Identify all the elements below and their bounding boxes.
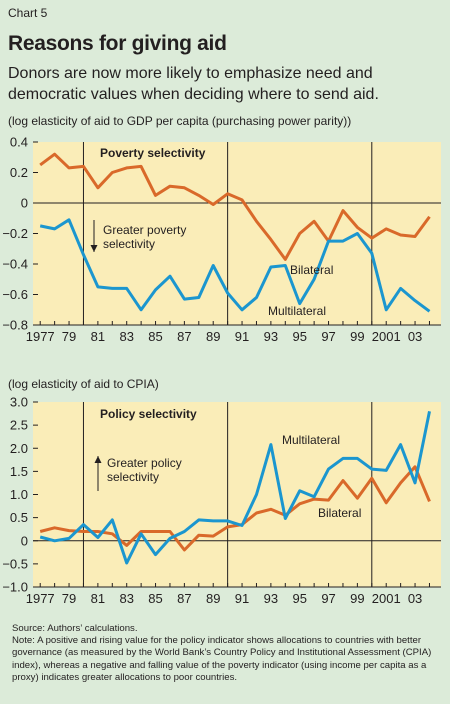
poverty-y-tick-label: −0.4 — [2, 257, 28, 272]
policy-x-tick-label: 89 — [206, 591, 220, 606]
policy-multilateral-line — [39, 411, 431, 565]
poverty-arrow-down-icon — [90, 245, 98, 252]
policy-y-tick-label: −0.5 — [2, 556, 28, 571]
policy-x-tick-label: 97 — [321, 591, 335, 606]
policy-bilateral-label: Bilateral — [318, 506, 361, 520]
policy-plot-area — [33, 402, 441, 587]
policy-ylabel: (log elasticity of aid to CPIA) — [8, 377, 159, 391]
poverty-annotation-line: Greater poverty — [103, 223, 186, 237]
policy-y-tick-label: 2.0 — [10, 441, 28, 456]
policy-y-tick-label: 1.5 — [10, 464, 28, 479]
poverty-y-tick-label: 0.4 — [10, 135, 28, 150]
poverty-x-tick-label: 1977 — [26, 329, 55, 344]
policy-x-tick-label: 79 — [62, 591, 76, 606]
policy-x-tick-label: 91 — [235, 591, 249, 606]
poverty-x-tick-label: 85 — [148, 329, 162, 344]
policy-y-tick-label: 3.0 — [10, 395, 28, 410]
policy-x-tick-label: 83 — [119, 591, 133, 606]
policy-annotation: Greater policy selectivity — [107, 456, 182, 484]
policy-bilateral-line — [39, 465, 431, 552]
poverty-multilateral-line — [39, 218, 431, 313]
poverty-x-tick-label: 95 — [292, 329, 306, 344]
policy-y-tick-label: 0.5 — [10, 510, 28, 525]
policy-multilateral-label: Multilateral — [282, 433, 340, 447]
poverty-annotation: Greater poverty selectivity — [103, 223, 186, 251]
note-text: Note: A positive and rising value for th… — [12, 635, 432, 683]
poverty-y-tick-label: −0.8 — [2, 318, 28, 333]
page-title: Reasons for giving aid — [8, 32, 227, 55]
poverty-ylabel: (log elasticity of aid to GDP per capita… — [8, 114, 352, 128]
chart-number: Chart 5 — [8, 6, 48, 20]
poverty-x-tick-label: 99 — [350, 329, 364, 344]
policy-y-tick-label: 2.5 — [10, 418, 28, 433]
poverty-panel-title: Poverty selectivity — [100, 146, 206, 160]
poverty-bilateral-line — [39, 152, 431, 261]
poverty-plot-area — [33, 142, 441, 325]
page-subtitle: Donors are now more likely to emphasize … — [8, 65, 379, 103]
policy-x-tick-label: 99 — [350, 591, 364, 606]
policy-annotation-line: Greater policy — [107, 456, 182, 470]
poverty-x-tick-label: 91 — [235, 329, 249, 344]
poverty-y-tick-label: −0.2 — [2, 226, 28, 241]
policy-x-tick-label: 85 — [148, 591, 162, 606]
poverty-x-tick-label: 89 — [206, 329, 220, 344]
policy-x-tick-label: 03 — [408, 591, 422, 606]
policy-annotation-line: selectivity — [107, 470, 159, 484]
source-text: Source: Authors’ calculations. — [12, 623, 138, 634]
poverty-x-tick-label: 93 — [264, 329, 278, 344]
policy-x-tick-label: 1977 — [26, 591, 55, 606]
poverty-x-tick-label: 03 — [408, 329, 422, 344]
poverty-x-tick-label: 81 — [91, 329, 105, 344]
policy-x-tick-label: 93 — [264, 591, 278, 606]
poverty-x-tick-label: 79 — [62, 329, 76, 344]
poverty-x-tick-label: 2001 — [372, 329, 401, 344]
poverty-y-tick-label: 0 — [21, 196, 28, 211]
poverty-bilateral-label: Bilateral — [290, 263, 333, 277]
policy-arrow-up-icon — [94, 456, 102, 463]
policy-y-tick-label: −1.0 — [2, 580, 28, 595]
poverty-y-tick-label: 0.2 — [10, 165, 28, 180]
poverty-annotation-line: selectivity — [103, 237, 155, 251]
policy-x-tick-label: 95 — [292, 591, 306, 606]
poverty-x-tick-label: 97 — [321, 329, 335, 344]
policy-x-tick-label: 87 — [177, 591, 191, 606]
policy-x-tick-label: 81 — [91, 591, 105, 606]
poverty-multilateral-label: Multilateral — [268, 304, 326, 318]
policy-y-tick-label: 0 — [21, 533, 28, 548]
poverty-x-tick-label: 83 — [119, 329, 133, 344]
policy-y-tick-label: 1.0 — [10, 487, 28, 502]
poverty-x-tick-label: 87 — [177, 329, 191, 344]
policy-x-tick-label: 2001 — [372, 591, 401, 606]
policy-panel-title: Policy selectivity — [100, 407, 197, 421]
poverty-y-tick-label: −0.6 — [2, 287, 28, 302]
footer: Source: Authors’ calculations. Note: A p… — [12, 623, 442, 684]
